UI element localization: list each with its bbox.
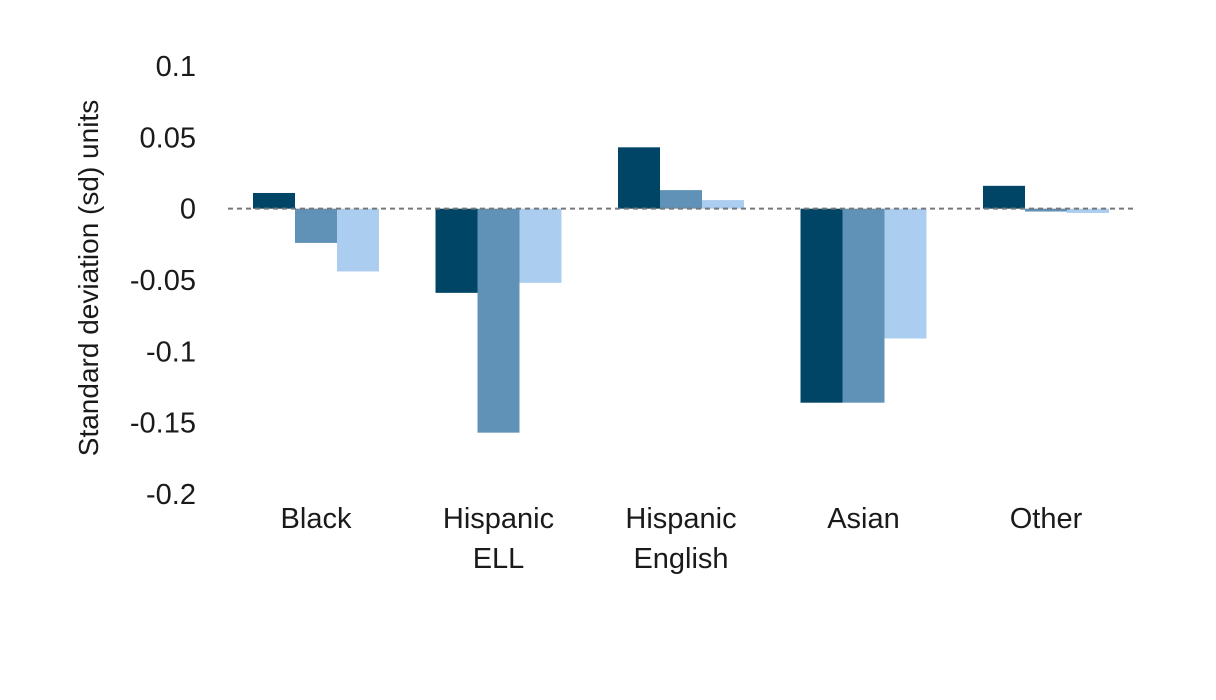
- bar: [337, 208, 379, 272]
- x-tick-label: Other: [1010, 503, 1083, 535]
- bar: [295, 208, 337, 243]
- bar: [983, 185, 1025, 209]
- y-tick-label: -0.15: [130, 408, 196, 440]
- bar: [253, 192, 295, 209]
- x-tick-label: Asian: [827, 503, 900, 535]
- y-axis-title-group: Standard deviation (sd) units: [73, 100, 104, 456]
- bar: [1025, 208, 1067, 212]
- bar: [519, 208, 562, 283]
- bar: [800, 208, 843, 403]
- bar: [842, 208, 885, 403]
- bar: [1067, 208, 1109, 213]
- y-tick-label: 0.1: [156, 51, 196, 83]
- bar: [477, 208, 520, 433]
- bar: [702, 200, 744, 209]
- x-tick-label: Hispanic English: [625, 503, 736, 575]
- bar: [660, 190, 702, 209]
- x-tick-labels: Black Hispanic ELL Hispanic English Asian Othe…: [281, 503, 1083, 575]
- bar: [618, 147, 660, 209]
- x-tick-label: Black: [281, 503, 352, 535]
- y-tick-label: -0.1: [146, 336, 196, 368]
- y-tick-label: 0: [180, 194, 196, 226]
- bar: [435, 208, 478, 293]
- x-tick-label: Hispanic ELL: [443, 503, 554, 575]
- bars: [253, 147, 1109, 433]
- bar: [884, 208, 927, 339]
- y-tick-label: -0.2: [146, 479, 196, 511]
- y-tick-label: 0.05: [140, 122, 196, 154]
- y-tick-label: -0.05: [130, 265, 196, 297]
- y-tick-labels: 0.1 0.05 0 -0.05 -0.1 -0.15 -0.2: [130, 51, 196, 511]
- y-axis-title: Standard deviation (sd) units: [73, 100, 104, 456]
